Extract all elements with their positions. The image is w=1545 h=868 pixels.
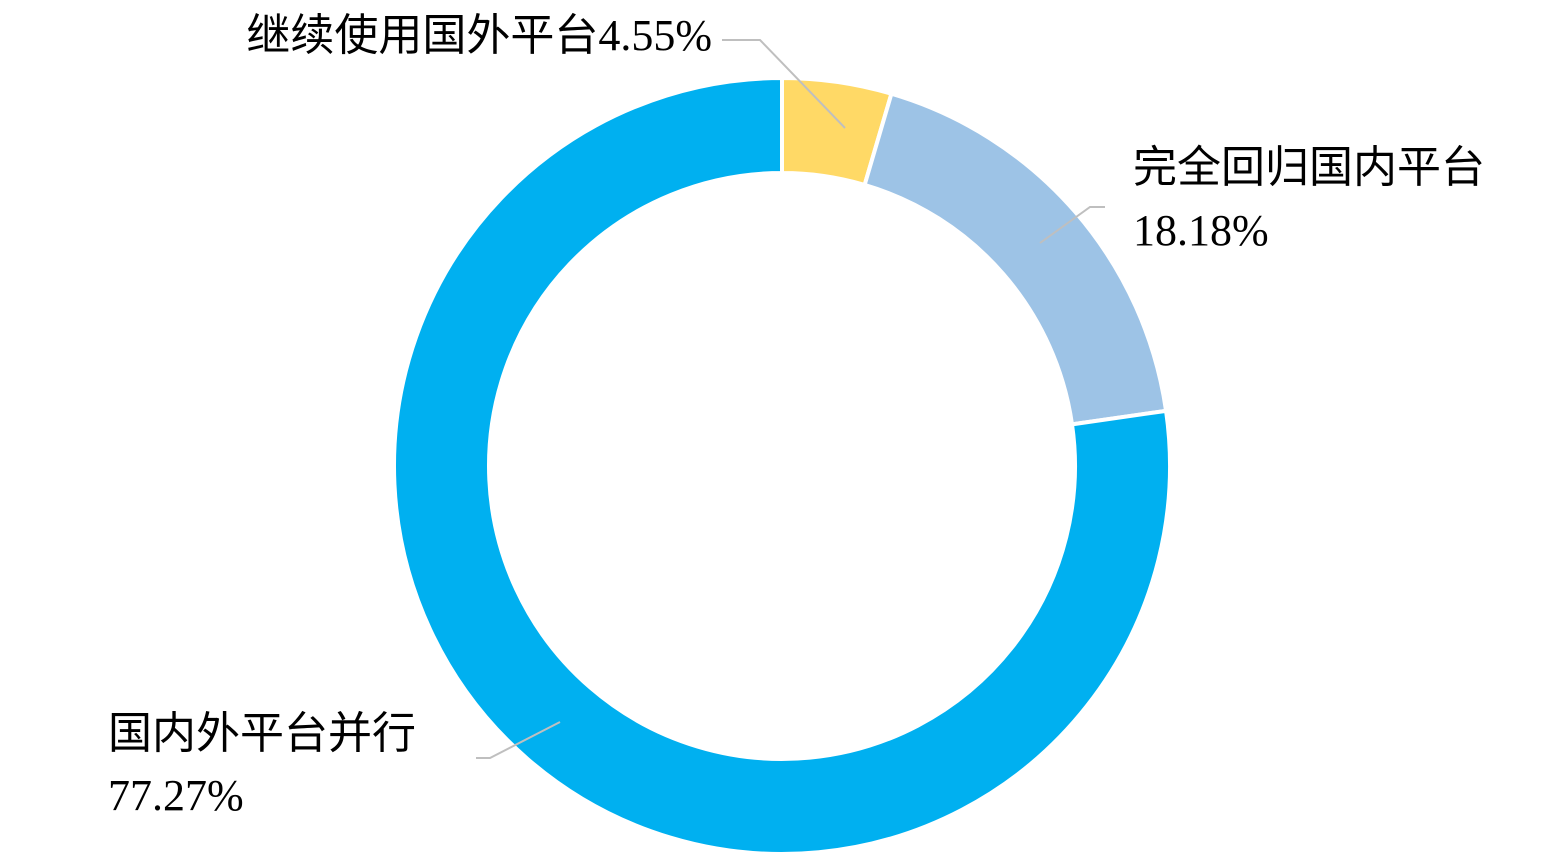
donut [392,75,1172,856]
donut-slice [862,91,1169,427]
leader-line [1039,206,1105,244]
category-label: 国内外平台并行 [108,709,416,758]
category-label: 继续使用国外平台 [246,11,598,60]
data-label: 继续使用国外平台4.55% [246,11,712,60]
value-label: 18.18% [1133,206,1269,255]
donut-slice [392,75,1172,856]
value-label: 77.27% [108,771,244,820]
leader-line [722,39,846,129]
category-label: 完全回归国内平台 [1133,143,1485,192]
value-label: 4.55% [598,11,712,60]
leader-line [476,721,561,759]
